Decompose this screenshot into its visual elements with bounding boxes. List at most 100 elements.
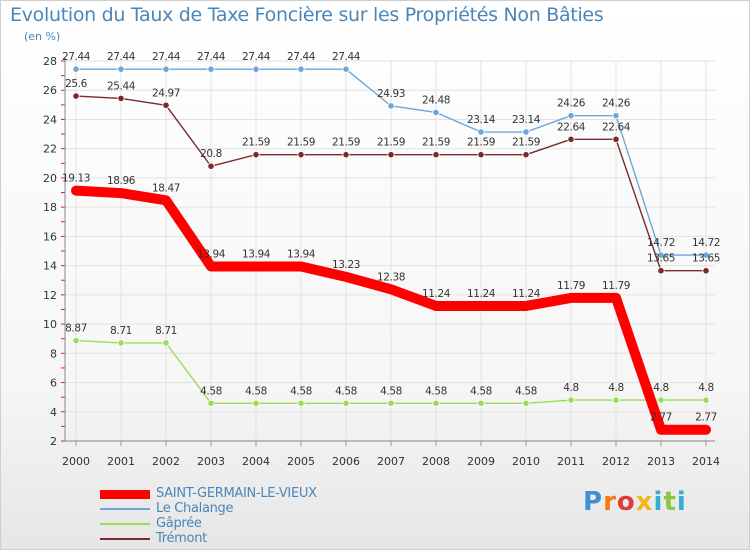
data-point [342,151,350,159]
data-label: 11.79 [602,280,630,292]
data-label: 27.44 [242,51,271,63]
legend-swatch [100,523,150,525]
legend-swatch [100,538,150,540]
data-label: 4.58 [380,385,402,397]
data-label: 21.59 [377,137,405,149]
legend-label: Le Chalange [156,501,234,516]
data-label: 4.8 [608,382,624,394]
data-label: 4.8 [698,382,714,394]
data-label: 11.24 [512,288,541,300]
data-point [207,162,215,170]
data-point [252,399,260,407]
data-label: 13.65 [692,253,720,265]
data-label: 25.6 [65,78,87,90]
y-tick-label: 22 [43,143,57,156]
data-point [342,65,350,73]
data-label: 13.94 [287,248,316,260]
x-tick-label: 2012 [602,455,630,468]
data-label: 4.8 [563,382,579,394]
data-label: 11.79 [557,280,585,292]
data-point [522,151,530,159]
data-label: 27.44 [287,51,316,63]
data-label: 13.65 [647,253,675,265]
x-tick-label: 2008 [422,455,450,468]
data-label: 4.58 [470,385,492,397]
data-point [657,267,665,275]
data-label: 13.23 [332,259,360,271]
data-point [342,399,350,407]
y-tick-label: 16 [43,230,57,243]
y-tick-label: 6 [50,377,57,390]
data-label: 25.44 [107,80,136,92]
data-label: 21.59 [287,137,315,149]
y-tick-label: 20 [43,172,57,185]
data-point [702,251,710,259]
data-label: 14.72 [692,237,720,249]
y-tick-label: 24 [43,113,57,126]
data-label: 21.59 [422,137,450,149]
data-point [567,396,575,404]
data-point [297,65,305,73]
data-point [522,399,530,407]
data-label: 21.59 [332,137,360,149]
data-point [72,336,80,345]
data-label: 11.24 [422,288,451,300]
y-axis-unit-label: (en %) [24,30,61,43]
x-tick-label: 2003 [197,455,225,468]
data-point [612,396,620,404]
data-label: 22.64 [557,121,586,133]
legend-swatch [100,490,150,499]
data-label: 27.44 [152,51,181,63]
y-tick-label: 26 [43,84,57,97]
x-tick-label: 2007 [377,455,405,468]
y-tick-label: 14 [43,260,57,273]
data-label: 24.93 [377,88,405,100]
data-label: 20.8 [200,148,222,160]
data-point [657,251,665,259]
y-tick-label: 8 [50,347,57,360]
proxiti-logo: Proxiti [583,487,687,517]
x-tick-label: 2013 [647,455,675,468]
data-label: 14.72 [647,237,675,249]
data-label: 4.58 [515,385,537,397]
data-point [117,339,125,347]
data-label: 27.44 [62,51,91,63]
y-tick-label: 10 [43,318,57,331]
data-label: 21.59 [512,137,540,149]
data-point [162,65,170,73]
data-point [297,151,305,159]
x-tick-label: 2005 [287,455,315,468]
data-label: 21.59 [467,137,495,149]
data-label: 27.44 [107,51,136,63]
data-point [432,151,440,159]
data-label: 24.48 [422,94,450,106]
x-tick-label: 2002 [152,455,180,468]
x-tick-label: 2006 [332,455,360,468]
data-label: 4.58 [200,385,222,397]
data-point [702,396,710,404]
legend-swatch [100,508,150,510]
data-point [477,399,485,407]
data-point [252,151,260,159]
data-label: 4.58 [335,385,357,397]
data-point [567,135,575,143]
data-point [387,151,395,159]
data-label: 21.59 [242,137,270,149]
data-point [657,396,665,404]
data-point [612,135,620,143]
x-tick-label: 2009 [467,455,495,468]
data-label: 2.77 [650,412,672,424]
data-point [252,65,260,73]
data-point [117,65,125,73]
data-point [72,92,80,100]
data-label: 4.58 [245,385,267,397]
data-label: 8.87 [65,323,87,335]
data-point [702,267,710,275]
y-tick-label: 28 [43,55,57,68]
data-label: 27.44 [197,51,226,63]
data-point [387,399,395,407]
data-point [567,112,575,120]
legend-label: Gâprée [156,516,202,531]
